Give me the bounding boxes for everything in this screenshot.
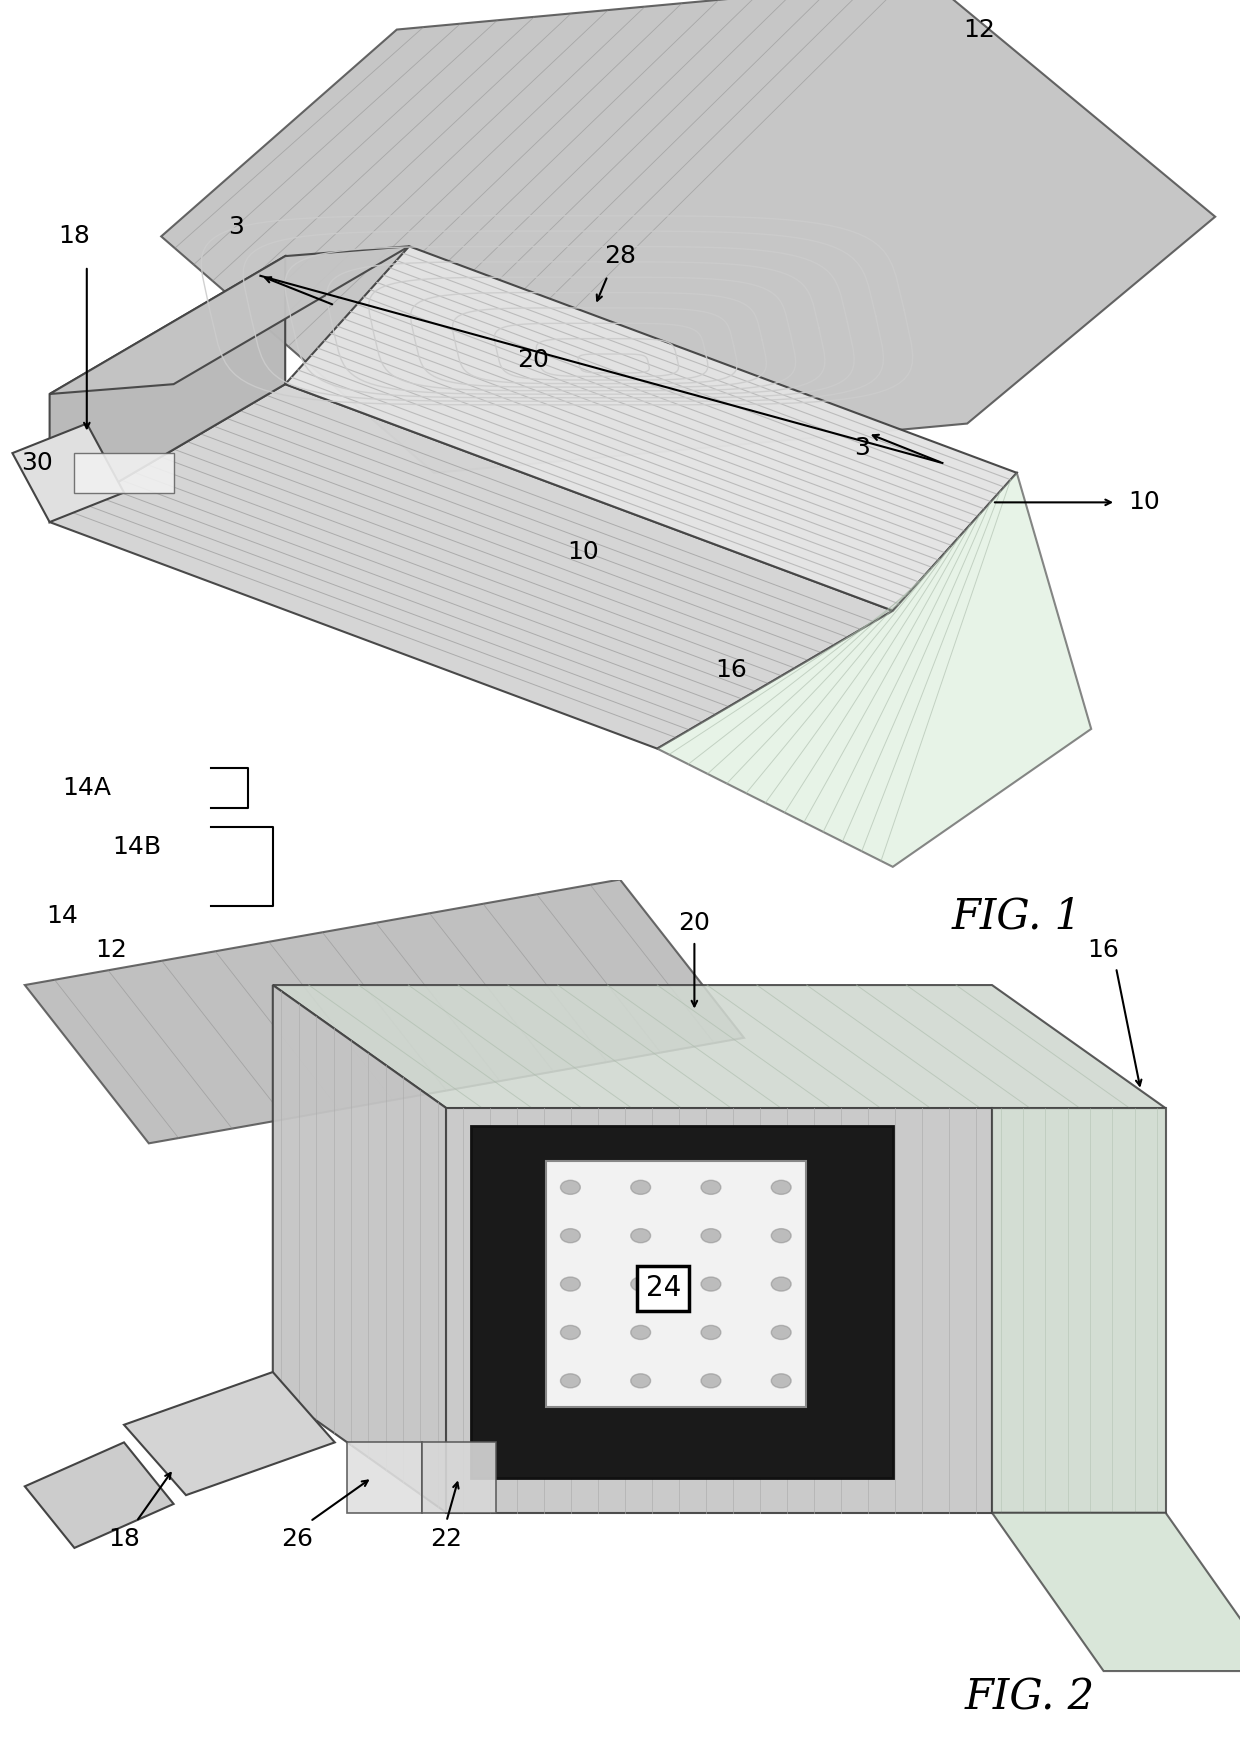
Text: 12: 12: [95, 938, 128, 962]
Circle shape: [631, 1180, 651, 1194]
Circle shape: [560, 1326, 580, 1340]
Text: 12: 12: [963, 18, 996, 42]
Polygon shape: [273, 985, 1166, 1108]
Polygon shape: [50, 383, 893, 749]
Circle shape: [701, 1277, 720, 1291]
Text: FIG. 1: FIG. 1: [952, 895, 1081, 938]
Polygon shape: [74, 454, 174, 493]
Polygon shape: [992, 1513, 1240, 1671]
Text: FIG. 2: FIG. 2: [965, 1676, 1094, 1719]
Circle shape: [701, 1326, 720, 1340]
Polygon shape: [446, 1108, 992, 1513]
Text: 14: 14: [46, 904, 78, 929]
Circle shape: [560, 1277, 580, 1291]
Circle shape: [560, 1230, 580, 1242]
Polygon shape: [347, 1442, 422, 1513]
Circle shape: [701, 1374, 720, 1388]
Text: 10: 10: [567, 540, 599, 563]
Polygon shape: [471, 1126, 893, 1478]
Polygon shape: [657, 473, 1091, 867]
Circle shape: [631, 1326, 651, 1340]
Polygon shape: [992, 1108, 1166, 1513]
Text: 20: 20: [517, 348, 549, 371]
Text: 28: 28: [604, 245, 636, 267]
Text: 18: 18: [108, 1527, 140, 1551]
Text: 3: 3: [854, 436, 869, 461]
Polygon shape: [25, 880, 744, 1143]
Text: 18: 18: [58, 225, 91, 248]
Polygon shape: [25, 1442, 174, 1548]
Circle shape: [771, 1277, 791, 1291]
Text: 30: 30: [21, 450, 53, 475]
Circle shape: [560, 1180, 580, 1194]
Polygon shape: [50, 246, 409, 394]
Polygon shape: [124, 1372, 335, 1495]
Polygon shape: [285, 246, 1017, 610]
Circle shape: [701, 1230, 720, 1242]
Text: 16: 16: [1087, 938, 1120, 962]
Text: 26: 26: [281, 1527, 314, 1551]
Text: 10: 10: [1128, 491, 1161, 514]
Polygon shape: [422, 1442, 496, 1513]
Text: 14A: 14A: [62, 776, 112, 800]
Circle shape: [560, 1374, 580, 1388]
Circle shape: [771, 1180, 791, 1194]
Polygon shape: [546, 1161, 806, 1407]
Circle shape: [771, 1326, 791, 1340]
Text: 24: 24: [646, 1275, 681, 1302]
Circle shape: [771, 1374, 791, 1388]
Circle shape: [631, 1230, 651, 1242]
Text: 3: 3: [228, 215, 243, 239]
Circle shape: [631, 1277, 651, 1291]
Text: 14B: 14B: [112, 836, 161, 858]
Circle shape: [631, 1374, 651, 1388]
Polygon shape: [12, 424, 124, 522]
Polygon shape: [161, 0, 1215, 473]
Text: 20: 20: [678, 911, 711, 936]
Text: 22: 22: [430, 1527, 463, 1551]
Circle shape: [701, 1180, 720, 1194]
Polygon shape: [273, 985, 446, 1513]
Circle shape: [771, 1230, 791, 1242]
Polygon shape: [50, 257, 285, 522]
Text: 16: 16: [715, 658, 748, 682]
